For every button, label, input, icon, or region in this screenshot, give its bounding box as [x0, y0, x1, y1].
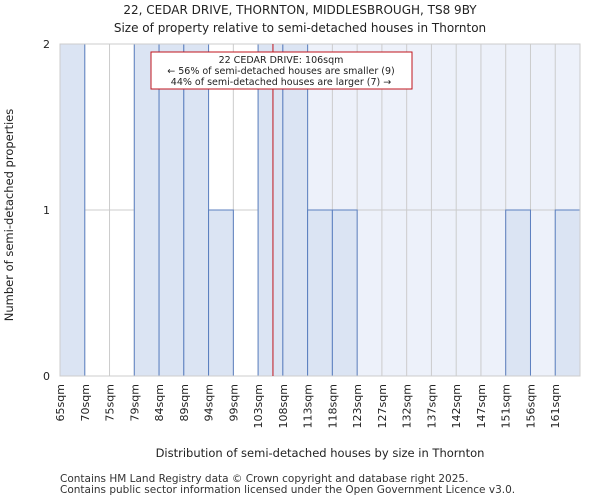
annotation-line2: ← 56% of semi-detached houses are smalle…	[167, 66, 395, 77]
bar-113sqm	[307, 209, 333, 377]
x-tick-65sqm: 65sqm	[54, 384, 67, 421]
bar-108sqm	[282, 43, 309, 377]
x-tick-108sqm: 108sqm	[277, 384, 290, 428]
x-tick-132sqm: 132sqm	[401, 384, 414, 428]
x-tick-70sqm: 70sqm	[79, 384, 92, 421]
x-tick-94sqm: 94sqm	[203, 384, 216, 421]
x-tick-147sqm: 147sqm	[475, 384, 488, 428]
y-tick-0: 0	[43, 370, 50, 383]
annotation-line3: 44% of semi-detached houses are larger (…	[171, 77, 391, 88]
bar-79sqm	[133, 43, 160, 377]
x-tick-123sqm: 123sqm	[351, 384, 364, 428]
plot-frame	[59, 43, 581, 377]
footer-line2: Contains public sector information licen…	[60, 484, 516, 496]
x-tick-103sqm: 103sqm	[252, 384, 265, 428]
x-tick-137sqm: 137sqm	[425, 384, 438, 428]
x-tick-151sqm: 151sqm	[500, 384, 513, 428]
y-axis-label: Number of semi-detached properties	[2, 109, 16, 321]
y-tick-1: 1	[43, 204, 50, 217]
bar-103sqm	[257, 43, 284, 377]
x-tick-118sqm: 118sqm	[326, 384, 339, 428]
bar-84sqm	[158, 43, 185, 377]
y-tick-2: 2	[43, 38, 50, 51]
x-tick-99sqm: 99sqm	[227, 384, 240, 421]
chart-title-line2: Size of property relative to semi-detach…	[114, 21, 486, 35]
bar-94sqm	[208, 209, 234, 377]
x-axis-label: Distribution of semi-detached houses by …	[156, 446, 485, 460]
x-tick-79sqm: 79sqm	[128, 384, 141, 421]
x-tick-142sqm: 142sqm	[450, 384, 463, 428]
bar-89sqm	[183, 43, 210, 377]
x-tick-75sqm: 75sqm	[104, 384, 117, 421]
y-tick-labels: 0 1 2	[43, 38, 50, 383]
x-tick-156sqm: 156sqm	[524, 384, 537, 428]
chart-title-line1: 22, CEDAR DRIVE, THORNTON, MIDDLESBROUGH…	[123, 3, 477, 17]
footer-line1: Contains HM Land Registry data © Crown c…	[60, 473, 469, 485]
x-tick-84sqm: 84sqm	[153, 384, 166, 421]
x-tick-161sqm: 161sqm	[549, 384, 562, 428]
x-tick-127sqm: 127sqm	[376, 384, 389, 428]
bar-151sqm	[505, 209, 531, 377]
bar-118sqm	[331, 209, 358, 377]
bar-65sqm	[59, 43, 86, 377]
x-tick-113sqm: 113sqm	[302, 384, 315, 428]
bar-161sqm	[554, 209, 581, 377]
annotation-frame	[150, 51, 413, 90]
x-tick-89sqm: 89sqm	[178, 384, 191, 421]
annotation-line1: 22 CEDAR DRIVE: 106sqm	[219, 55, 344, 66]
x-tick-labels: 65sqm 70sqm 75sqm 79sqm 84sqm 89sqm 94sqm 99sqm…	[54, 384, 562, 428]
annotation-box: 22 CEDAR DRIVE: 106sqm ← 56% of semi-det…	[150, 51, 413, 90]
